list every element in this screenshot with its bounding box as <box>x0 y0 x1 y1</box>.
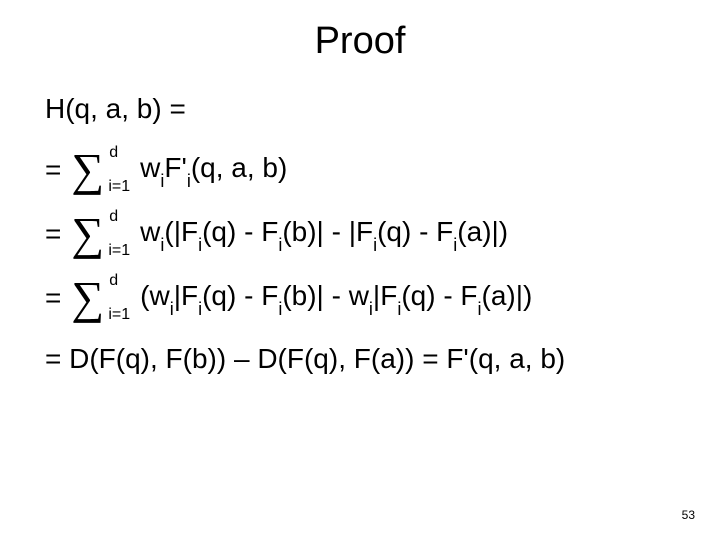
sum-lower-limit: i=1 <box>108 243 130 259</box>
sigma-symbol: ∑ d i=1 <box>71 147 104 193</box>
sum-upper-limit: d <box>109 145 118 161</box>
slide-content: H(q, a, b) = = ∑ d i=1 wiF'i(q, a, b) = … <box>0 93 720 375</box>
equals-sign: = <box>45 220 61 248</box>
expression-3: (wi|Fi(q) - Fi(b)| - wi|Fi(q) - Fi(a)|) <box>140 282 532 315</box>
sum-upper-limit: d <box>109 273 118 289</box>
sum-lower-limit: i=1 <box>108 179 130 195</box>
page-number: 53 <box>682 508 695 522</box>
equation-line-3: = ∑ d i=1 (wi|Fi(q) - Fi(b)| - wi|Fi(q) … <box>45 275 690 321</box>
expression-1: wiF'i(q, a, b) <box>140 154 287 187</box>
sigma-symbol: ∑ d i=1 <box>71 211 104 257</box>
equals-sign: = <box>45 156 61 184</box>
sum-lower-limit: i=1 <box>108 307 130 323</box>
sum-upper-limit: d <box>109 209 118 225</box>
equation-line-1: = ∑ d i=1 wiF'i(q, a, b) <box>45 147 690 193</box>
equation-line-0: H(q, a, b) = <box>45 93 690 125</box>
expression-2: wi(|Fi(q) - Fi(b)| - |Fi(q) - Fi(a)|) <box>140 218 508 251</box>
equation-line-final: = D(F(q), F(b)) – D(F(q), F(a)) = F'(q, … <box>45 343 690 375</box>
equals-sign: = <box>45 284 61 312</box>
sigma-symbol: ∑ d i=1 <box>71 275 104 321</box>
slide-title: Proof <box>0 0 720 93</box>
equation-line-2: = ∑ d i=1 wi(|Fi(q) - Fi(b)| - |Fi(q) - … <box>45 211 690 257</box>
